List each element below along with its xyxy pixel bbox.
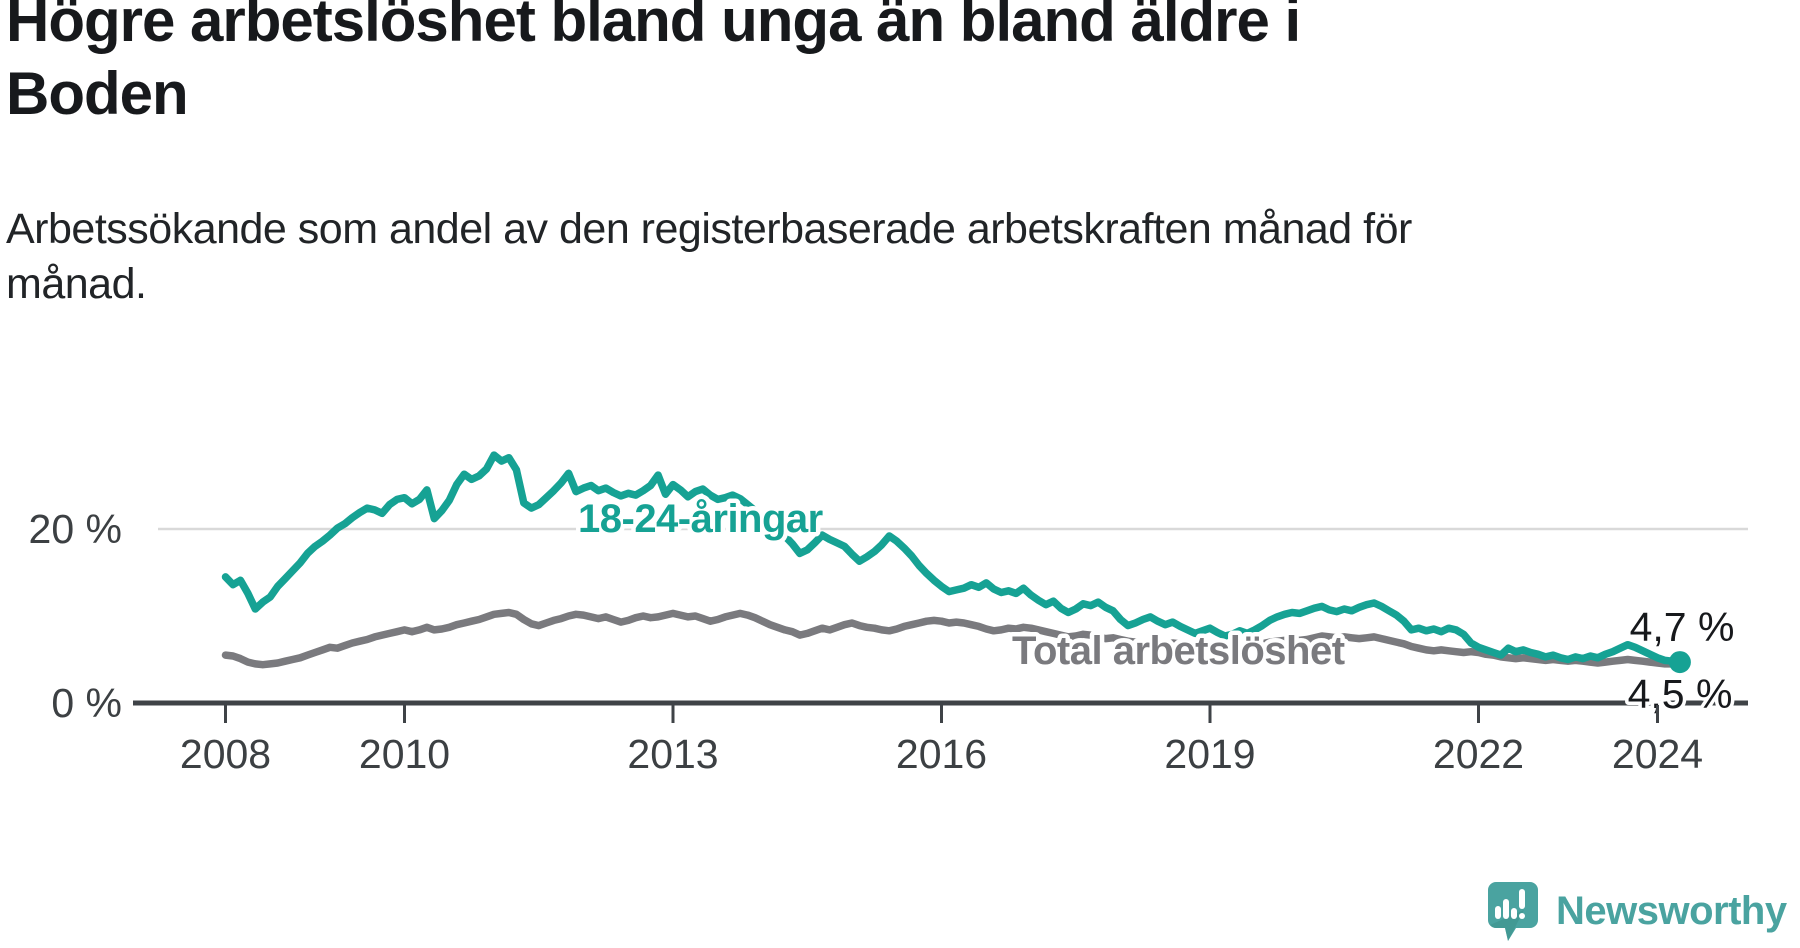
y-axis-label-20: 20 % [29,506,122,552]
x-axis-label-2019: 2019 [1164,731,1255,777]
newsworthy-logo-icon [1488,882,1538,941]
end-value-label-total: 4,5 % [1628,671,1733,717]
series-end-dot [1668,651,1691,674]
x-axis-label-2024: 2024 [1612,731,1703,777]
x-axis-label-2016: 2016 [896,731,987,777]
x-axis-ticks: 2008 2010 2013 2016 2019 2022 2024 [180,705,1703,777]
x-axis-label-2010: 2010 [359,731,450,777]
chart-subtitle-line1: Arbetssökande som andel av den registerb… [6,205,1412,253]
y-axis-label-0: 0 % [51,680,122,726]
x-axis-label-2008: 2008 [180,731,271,777]
series-line-18-24 [221,451,1684,666]
chart-subtitle-line2: månad. [6,260,147,308]
page-title: Högre arbetslöshet bland unga än bland ä… [6,0,1626,130]
newsworthy-branding: Newsworthy [1486,880,1787,942]
series-line-total-arbetsloshet [221,608,1684,669]
series-label-total: Total arbetslöshet [1012,629,1345,673]
end-value-label-18-24: 4,7 % [1630,604,1735,650]
chart-subtitle: Arbetssökande som andel av den registerb… [6,202,1566,312]
series-label-18-24: 18-24-åringar [578,497,823,541]
logo-bars-icon [1495,889,1525,919]
page-title-line1: Högre arbetslöshet bland unga än bland ä… [6,0,1301,54]
x-axis-label-2022: 2022 [1433,731,1524,777]
x-axis-label-2013: 2013 [627,731,718,777]
page-title-line2: Boden [6,60,189,127]
newsworthy-wordmark: Newsworthy [1556,888,1787,933]
